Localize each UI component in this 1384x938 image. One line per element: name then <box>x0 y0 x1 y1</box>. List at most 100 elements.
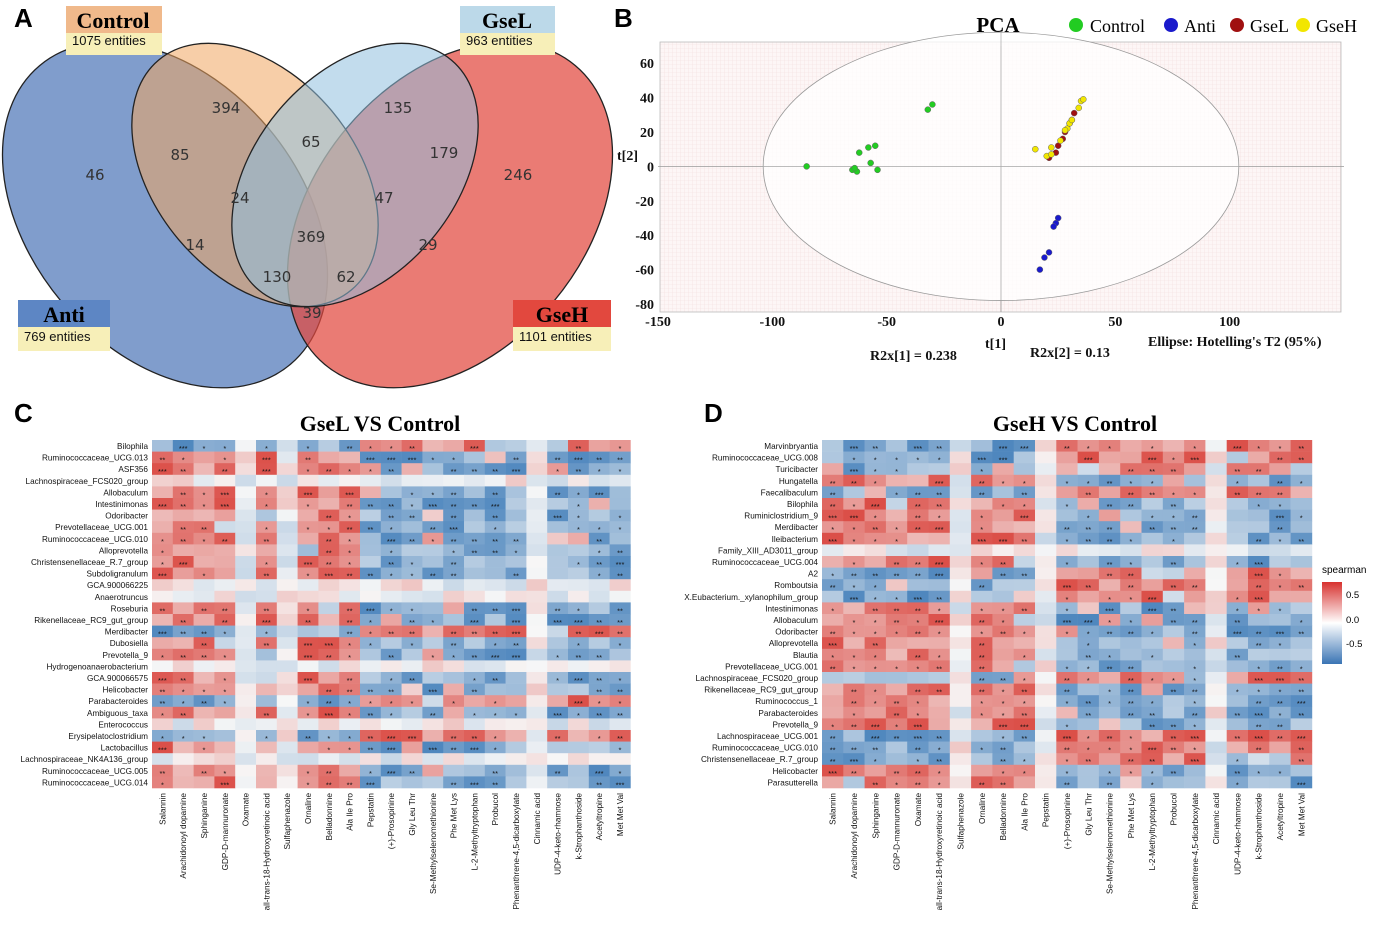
heatmap-col-label: Ala Ile Pro <box>1020 793 1029 831</box>
heatmap-cell <box>318 660 340 673</box>
heatmap-significance-mark: ** <box>1149 757 1155 766</box>
heatmap-cell <box>464 764 486 777</box>
heatmap-cell <box>1056 741 1078 754</box>
heatmap-cell <box>235 590 257 603</box>
heatmap-significance-mark: * <box>1065 664 1068 673</box>
heatmap-cell <box>401 625 423 638</box>
heatmap-cell <box>360 648 382 661</box>
heatmap-cell <box>1035 718 1057 731</box>
heatmap-significance-mark: ** <box>851 688 857 697</box>
heatmap-cell <box>843 440 865 452</box>
heatmap-cell <box>360 741 382 754</box>
heatmap-cell <box>547 776 569 789</box>
heatmap-significance-mark: ** <box>1000 560 1006 569</box>
heatmap-significance-mark: *** <box>428 688 437 697</box>
heatmap-cell <box>526 463 548 476</box>
heatmap-cell <box>318 602 340 615</box>
heatmap-cell <box>484 509 506 522</box>
heatmap-cell <box>172 556 194 568</box>
heatmap-significance-mark: ** <box>513 572 519 581</box>
heatmap-cell <box>484 660 506 673</box>
heatmap-cell <box>907 614 929 626</box>
heatmap-cell <box>276 579 298 592</box>
heatmap-cell <box>928 672 951 684</box>
heatmap-cell <box>339 440 361 452</box>
heatmap-cell <box>152 590 174 603</box>
heatmap-significance-mark: ** <box>1298 757 1304 766</box>
heatmap-cell <box>1120 590 1142 603</box>
heatmap-cell <box>949 544 972 557</box>
heatmap-cell <box>822 637 844 650</box>
heatmap-cell <box>505 753 527 766</box>
heatmap-cell <box>401 695 423 708</box>
heatmap-cell <box>949 672 972 684</box>
scale-tick-pos: 0.5 <box>1346 590 1359 601</box>
heatmap-row-label: Subdoligranulum <box>87 570 149 579</box>
heatmap-cell <box>1162 463 1185 476</box>
heatmap-cell <box>1205 614 1227 626</box>
heatmap-cell <box>484 463 506 476</box>
heatmap-significance-mark: * <box>598 548 601 557</box>
heatmap-cell <box>928 544 951 557</box>
heatmap-cell <box>1184 683 1206 696</box>
heatmap-cell <box>588 730 610 742</box>
heatmap-cell <box>256 660 278 673</box>
heatmap-col-label: Pepstatin <box>1042 793 1051 828</box>
heatmap-cell <box>1035 706 1057 719</box>
heatmap-cell <box>401 440 423 452</box>
heatmap-cell <box>526 672 548 684</box>
heatmap-significance-mark: * <box>307 769 310 778</box>
heatmap-cell <box>1269 474 1291 487</box>
heatmap-cell <box>172 776 194 789</box>
heatmap-cell <box>1269 579 1291 592</box>
heatmap-cell <box>547 567 569 580</box>
heatmap-cell <box>992 637 1014 650</box>
heatmap-cell <box>1035 614 1057 626</box>
heatmap-significance-mark: * <box>161 537 164 546</box>
heatmap-cell <box>864 486 887 499</box>
heatmap-significance-mark: * <box>1278 583 1281 592</box>
heatmap-cell <box>949 753 972 766</box>
heatmap-cell <box>380 741 402 754</box>
heatmap-significance-mark: *** <box>470 746 479 755</box>
heatmap-significance-mark: *** <box>913 595 922 604</box>
heatmap-cell <box>297 625 319 638</box>
heatmap-cell <box>276 567 298 580</box>
heatmap-cell <box>547 579 569 592</box>
heatmap-significance-mark: * <box>938 780 941 789</box>
heatmap-cell <box>1248 532 1270 545</box>
heatmap-significance-mark: ** <box>326 548 332 557</box>
heatmap-cell <box>1141 474 1164 487</box>
heatmap-significance-mark: * <box>473 676 476 685</box>
heatmap-significance-mark: ** <box>388 688 394 697</box>
heatmap-significance-mark: ** <box>596 711 602 720</box>
heatmap-cell <box>885 672 908 684</box>
pca-xtick: -100 <box>759 315 785 330</box>
venn-region-control-gseh: 29 <box>418 236 437 254</box>
heatmap-row-label: Bilophila <box>787 500 818 509</box>
heatmap-significance-mark: ** <box>347 606 353 615</box>
heatmap-cell <box>609 637 631 650</box>
heatmap-cell <box>588 463 610 476</box>
heatmap-significance-mark: ** <box>222 467 228 476</box>
heatmap-cell <box>297 602 319 615</box>
heatmap-cell <box>949 486 972 499</box>
heatmap-cell <box>907 741 929 754</box>
heatmap-significance-mark: * <box>265 630 268 639</box>
heatmap-cell <box>380 753 402 766</box>
heatmap-cell <box>443 556 465 568</box>
heatmap-cell <box>588 741 610 754</box>
heatmap-cell <box>380 544 402 557</box>
heatmap-cell <box>276 486 298 499</box>
heatmap-cell <box>1120 706 1142 719</box>
heatmap-cell <box>588 625 610 638</box>
heatmap-significance-mark: ** <box>936 502 942 511</box>
heatmap-cell <box>380 440 402 452</box>
heatmap-significance-mark: * <box>182 699 185 708</box>
venn-region-anti-gsel-gseh: 130 <box>263 268 292 286</box>
venn-region-all: 369 <box>297 228 326 246</box>
heatmap-significance-mark: ** <box>1192 583 1198 592</box>
heatmap-cell <box>214 521 236 534</box>
heatmap-cell <box>843 556 865 568</box>
heatmap-cell <box>907 753 929 766</box>
